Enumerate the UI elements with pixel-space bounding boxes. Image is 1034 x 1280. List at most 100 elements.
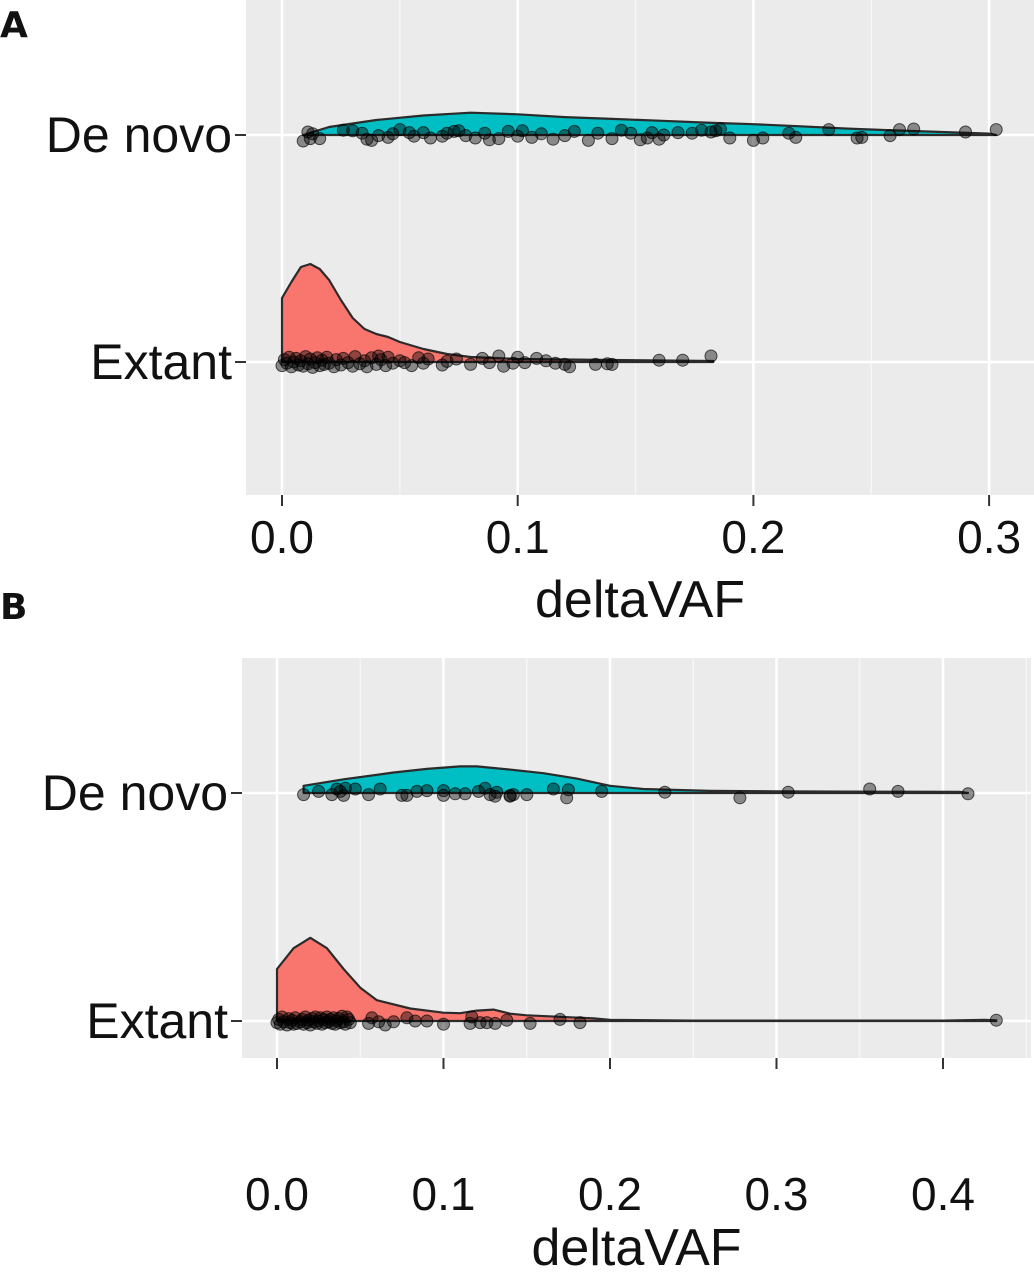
data-point (518, 356, 532, 370)
x-tick-label: 0.1 (412, 1168, 476, 1220)
data-point (365, 1011, 379, 1025)
data-point (515, 124, 529, 138)
data-point (488, 1016, 502, 1030)
data-point (421, 352, 435, 366)
data-point (600, 357, 614, 371)
data-point (478, 126, 492, 140)
data-point (372, 1015, 386, 1029)
density-extant (280, 262, 715, 364)
data-point (781, 785, 795, 799)
data-point (605, 132, 619, 146)
data-point (855, 130, 869, 144)
data-point (424, 131, 437, 145)
data-point (961, 787, 975, 801)
data-point (398, 356, 412, 370)
category-label: Extant (86, 993, 228, 1049)
data-point (483, 788, 497, 802)
x-tick-label: 0.0 (250, 511, 314, 563)
data-point (959, 125, 972, 139)
data-point (458, 787, 472, 801)
data-point (704, 349, 718, 363)
data-point (548, 356, 562, 370)
data-point (658, 785, 672, 799)
data-point (989, 1013, 1003, 1027)
data-point (883, 129, 897, 143)
data-point (713, 122, 727, 136)
data-point (336, 123, 350, 137)
data-point (525, 130, 539, 144)
x-tick-label: 0.2 (578, 1168, 642, 1220)
data-point (676, 353, 690, 367)
data-point (756, 131, 770, 145)
category-label: De novo (42, 765, 228, 821)
x-tick-label: 0.4 (911, 1168, 975, 1220)
data-point (447, 124, 461, 138)
data-point (306, 127, 320, 141)
data-point (567, 124, 581, 138)
data-point (387, 1015, 401, 1029)
raincloud-chart-b: De novo Extant 0.0 0.1 0.2 0.3 0.4 deltaVAF (42, 658, 1031, 1277)
data-point (907, 122, 921, 136)
data-point (420, 784, 434, 798)
data-point (473, 1016, 487, 1030)
data-point (369, 357, 383, 371)
data-point (482, 133, 496, 147)
data-point (863, 782, 877, 796)
data-point (400, 1011, 414, 1025)
data-point (490, 785, 504, 799)
data-point (500, 1013, 514, 1027)
data-point (581, 133, 595, 147)
data-point (850, 131, 864, 145)
plot-panel (246, 0, 1034, 495)
x-tick-label: 0.3 (745, 1168, 809, 1220)
raincloud-chart-a: De novo Extant 0.0 0.1 0.2 0.3 deltaVAF (46, 0, 1034, 629)
data-point (492, 132, 506, 146)
data-point (733, 791, 747, 805)
data-point (410, 784, 424, 798)
data-point (989, 123, 1003, 137)
category-label: De novo (46, 107, 232, 163)
data-point (506, 788, 520, 802)
data-point (408, 1014, 422, 1028)
plot-panel (242, 658, 1031, 1058)
x-axis-title: deltaVAF (535, 571, 745, 629)
data-point (365, 133, 379, 147)
data-point (437, 784, 450, 798)
data-point (789, 130, 803, 144)
data-point (373, 782, 387, 796)
data-point (395, 788, 409, 802)
data-point (297, 788, 311, 802)
data-point (891, 784, 905, 798)
data-point (589, 357, 602, 371)
category-label: Extant (90, 334, 232, 390)
data-point (652, 353, 666, 367)
data-point (893, 123, 906, 137)
x-tick-label: 0.1 (486, 511, 550, 563)
data-point (386, 127, 400, 141)
data-point (312, 784, 326, 798)
data-point (591, 126, 605, 140)
panel-label-a: A (0, 5, 28, 46)
data-point (482, 356, 496, 370)
data-point (782, 126, 796, 140)
data-point (605, 357, 619, 371)
data-point (695, 123, 708, 137)
x-tick-label: 0.2 (721, 511, 785, 563)
data-point (523, 1016, 537, 1030)
data-point (348, 350, 362, 364)
data-point (595, 784, 609, 798)
data-point (723, 131, 737, 145)
data-point (378, 1018, 392, 1032)
data-point (343, 1016, 357, 1030)
data-point (520, 788, 534, 802)
data-point (337, 788, 351, 802)
data-point (553, 1012, 567, 1026)
data-point (420, 1014, 434, 1028)
data-point (657, 128, 671, 142)
data-point (671, 126, 685, 140)
data-point (317, 357, 331, 371)
data-point (346, 359, 360, 373)
data-point (546, 132, 560, 146)
data-point (475, 351, 489, 365)
data-point (348, 782, 362, 796)
